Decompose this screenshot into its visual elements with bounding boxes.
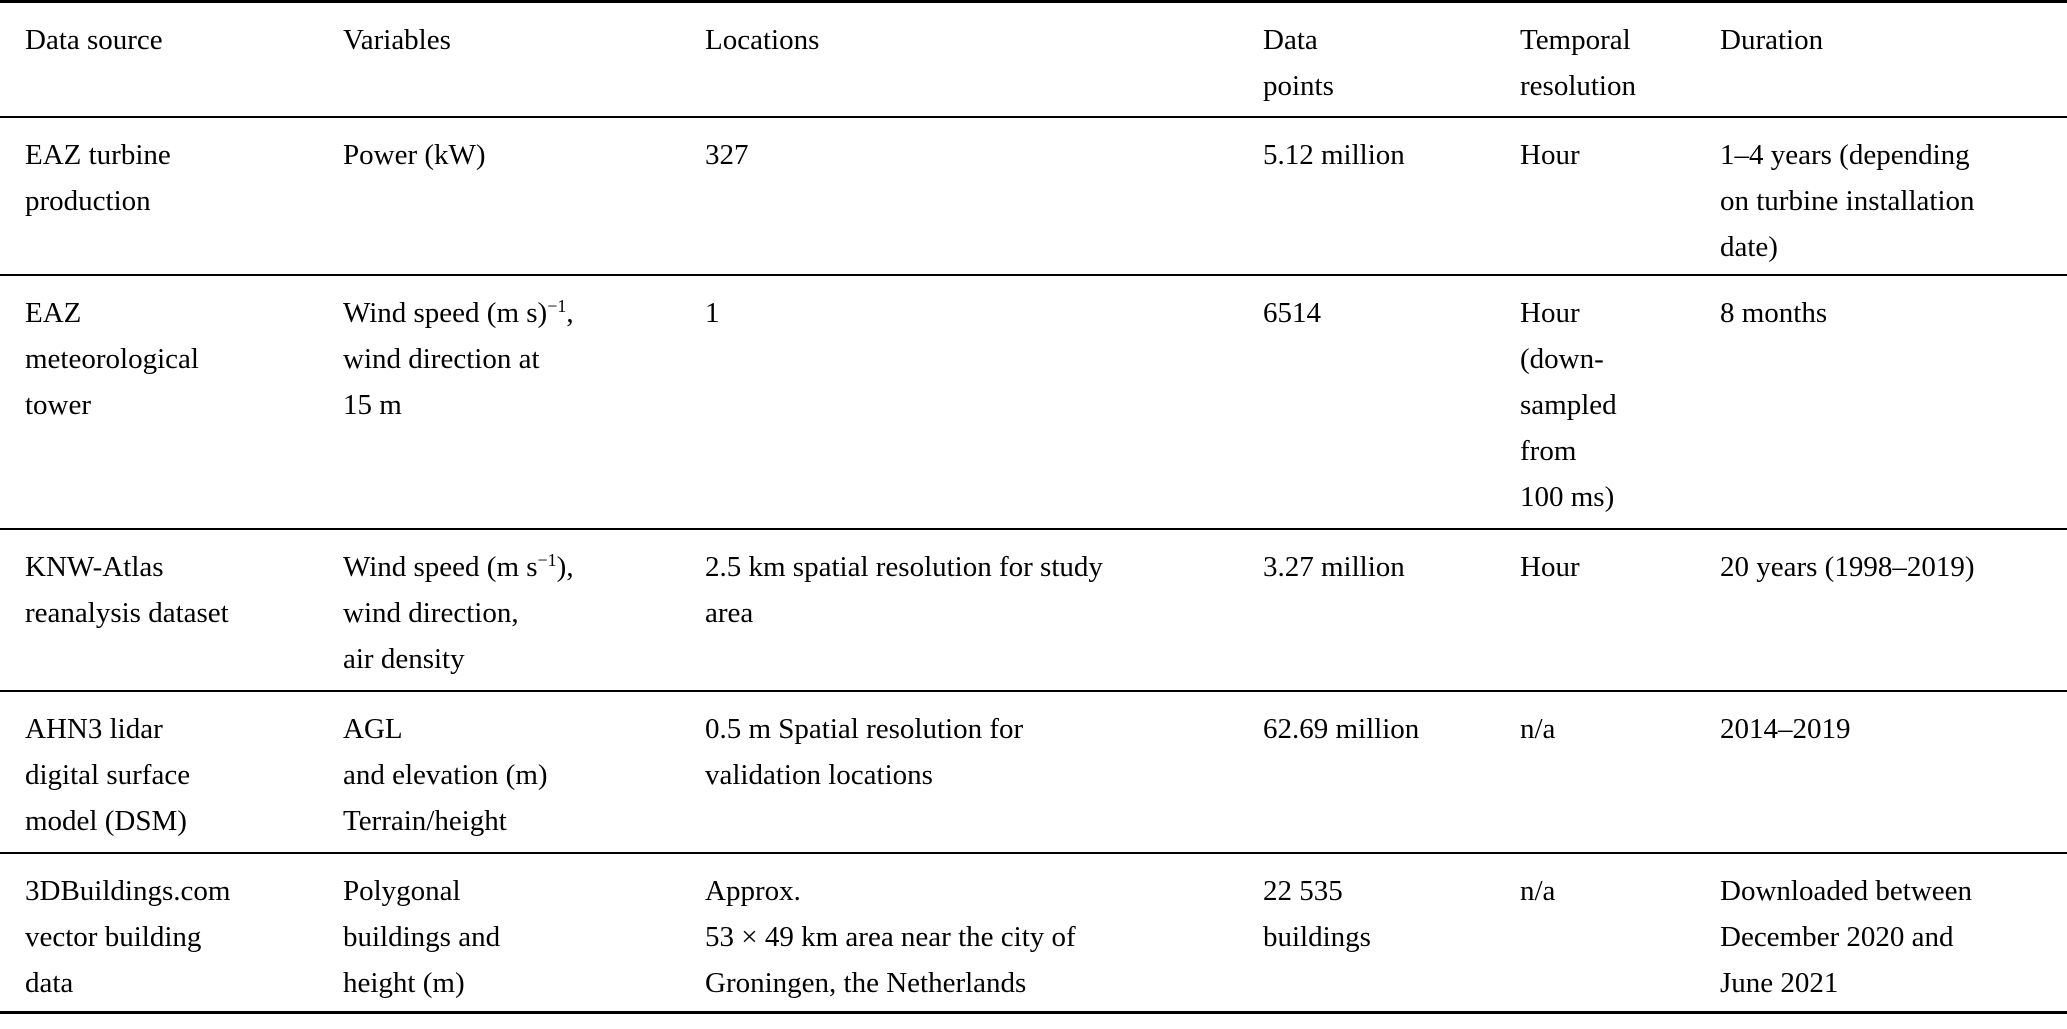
table-row: KNW-Atlas reanalysis dataset Wind speed …	[0, 529, 2067, 691]
cell-data-source: EAZ turbine production	[25, 138, 171, 217]
cell-temporal-resolution: n/a	[1520, 874, 1556, 907]
column-header-variables: Variables	[343, 24, 451, 56]
cell-data-source: AHN3 lidar digital surface model (DSM)	[25, 712, 191, 837]
cell-data-points: 6514	[1263, 296, 1321, 329]
cell-temporal-resolution: n/a	[1520, 712, 1556, 745]
cell-variables: Wind speed (m s)−1, wind direction at 15…	[343, 295, 574, 421]
cell-temporal-resolution: Hour	[1520, 138, 1580, 171]
column-header-duration: Duration	[1720, 24, 1824, 56]
column-header-data-points: Data points	[1263, 24, 1334, 102]
cell-temporal-resolution: Hour (down- sampled from 100 ms)	[1520, 296, 1617, 513]
table-row: EAZ meteorological tower Wind speed (m s…	[0, 275, 2067, 529]
cell-variables: Wind speed (m s−1), wind direction, air …	[343, 549, 574, 675]
table-row: AHN3 lidar digital surface model (DSM) A…	[0, 691, 2067, 853]
cell-locations: Approx. 53 × 49 km area near the city of…	[705, 874, 1076, 999]
cell-variables: AGL and elevation (m) Terrain/height	[343, 712, 548, 837]
cell-duration: 20 years (1998–2019)	[1720, 550, 1975, 583]
cell-variables: Polygonal buildings and height (m)	[343, 874, 501, 999]
cell-data-points: 5.12 million	[1263, 138, 1405, 171]
cell-data-source: 3DBuildings.com vector building data	[25, 874, 231, 999]
table-header-row: Data source Variables Locations Data poi…	[0, 2, 2067, 117]
cell-locations: 327	[705, 138, 749, 171]
column-header-temporal-resolution: Temporal resolution	[1520, 24, 1636, 102]
cell-duration: 1–4 years (depending on turbine installa…	[1720, 138, 1975, 263]
cell-temporal-resolution: Hour	[1520, 550, 1580, 583]
cell-data-points: 3.27 million	[1263, 550, 1405, 583]
cell-data-points: 62.69 million	[1263, 712, 1420, 745]
column-header-locations: Locations	[705, 24, 820, 56]
column-header-data-source: Data source	[25, 24, 163, 56]
cell-locations: 1	[705, 296, 720, 329]
cell-duration: 8 months	[1720, 296, 1828, 329]
table-row: EAZ turbine production Power (kW) 327 5.…	[0, 117, 2067, 275]
cell-locations: 2.5 km spatial resolution for study area	[705, 550, 1103, 629]
cell-locations: 0.5 m Spatial resolution for validation …	[705, 712, 1024, 791]
cell-variables: Power (kW)	[343, 138, 486, 171]
cell-duration: Downloaded between December 2020 and Jun…	[1720, 874, 1973, 999]
cell-data-source: EAZ meteorological tower	[25, 296, 199, 421]
cell-data-source: KNW-Atlas reanalysis dataset	[25, 550, 229, 629]
cell-duration: 2014–2019	[1720, 712, 1851, 745]
cell-data-points: 22 535 buildings	[1263, 874, 1371, 953]
table-row: 3DBuildings.com vector building data Pol…	[0, 853, 2067, 1013]
